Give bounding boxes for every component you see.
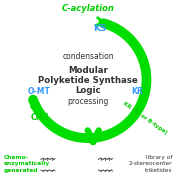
Text: KR: KR	[131, 87, 143, 96]
Text: Logic: Logic	[75, 86, 101, 95]
Text: CH₃I: CH₃I	[31, 113, 49, 122]
Text: condensation: condensation	[62, 53, 114, 61]
Text: processing: processing	[67, 97, 109, 106]
Text: KR (A- or B-type): KR (A- or B-type)	[122, 101, 168, 135]
Text: Modular: Modular	[68, 66, 108, 74]
Text: Chemo-
enzymatically
generated: Chemo- enzymatically generated	[3, 155, 50, 173]
Text: KS: KS	[93, 24, 107, 33]
Text: O-MT: O-MT	[28, 87, 51, 96]
Text: library of
2-stereocenter
triketides: library of 2-stereocenter triketides	[129, 155, 173, 173]
Text: C-acylation: C-acylation	[62, 4, 114, 13]
Text: Polyketide Synthase: Polyketide Synthase	[38, 76, 138, 85]
